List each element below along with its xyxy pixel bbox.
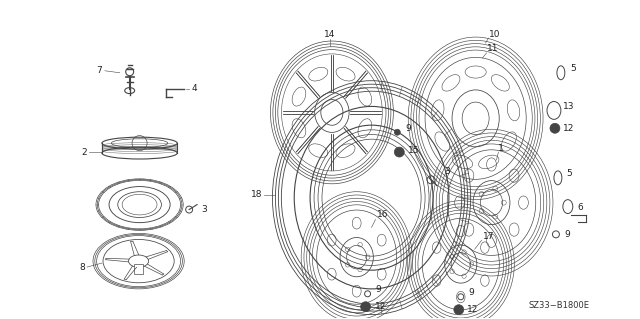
Text: 16: 16 bbox=[376, 210, 388, 219]
Text: 4: 4 bbox=[191, 84, 196, 93]
Text: 18: 18 bbox=[251, 190, 262, 199]
Text: 2: 2 bbox=[81, 148, 87, 157]
Text: 9: 9 bbox=[468, 288, 474, 297]
Text: 3: 3 bbox=[201, 205, 207, 214]
Circle shape bbox=[550, 123, 560, 133]
Text: 5: 5 bbox=[570, 64, 575, 73]
Text: 14: 14 bbox=[324, 30, 335, 39]
Text: 7: 7 bbox=[96, 66, 102, 75]
Text: 5: 5 bbox=[566, 169, 572, 178]
Text: 17: 17 bbox=[483, 232, 494, 241]
Text: 12: 12 bbox=[467, 305, 478, 314]
Text: 3: 3 bbox=[444, 167, 450, 176]
Text: 15: 15 bbox=[408, 145, 420, 155]
Bar bbox=[134, 264, 143, 274]
Text: 9: 9 bbox=[376, 286, 381, 294]
Circle shape bbox=[361, 302, 371, 312]
Text: 11: 11 bbox=[486, 44, 498, 54]
Text: 8: 8 bbox=[79, 263, 85, 271]
Circle shape bbox=[454, 305, 464, 315]
Text: 6: 6 bbox=[578, 203, 584, 212]
Text: 12: 12 bbox=[374, 302, 386, 311]
Text: SZ33−B1800E: SZ33−B1800E bbox=[528, 301, 589, 310]
Text: 1: 1 bbox=[499, 144, 504, 152]
Text: 10: 10 bbox=[488, 30, 500, 39]
Text: 13: 13 bbox=[563, 102, 574, 111]
Text: 9: 9 bbox=[565, 230, 571, 239]
Circle shape bbox=[394, 129, 400, 135]
Text: 12: 12 bbox=[563, 124, 574, 133]
Circle shape bbox=[394, 147, 404, 157]
Text: 9: 9 bbox=[405, 124, 411, 133]
